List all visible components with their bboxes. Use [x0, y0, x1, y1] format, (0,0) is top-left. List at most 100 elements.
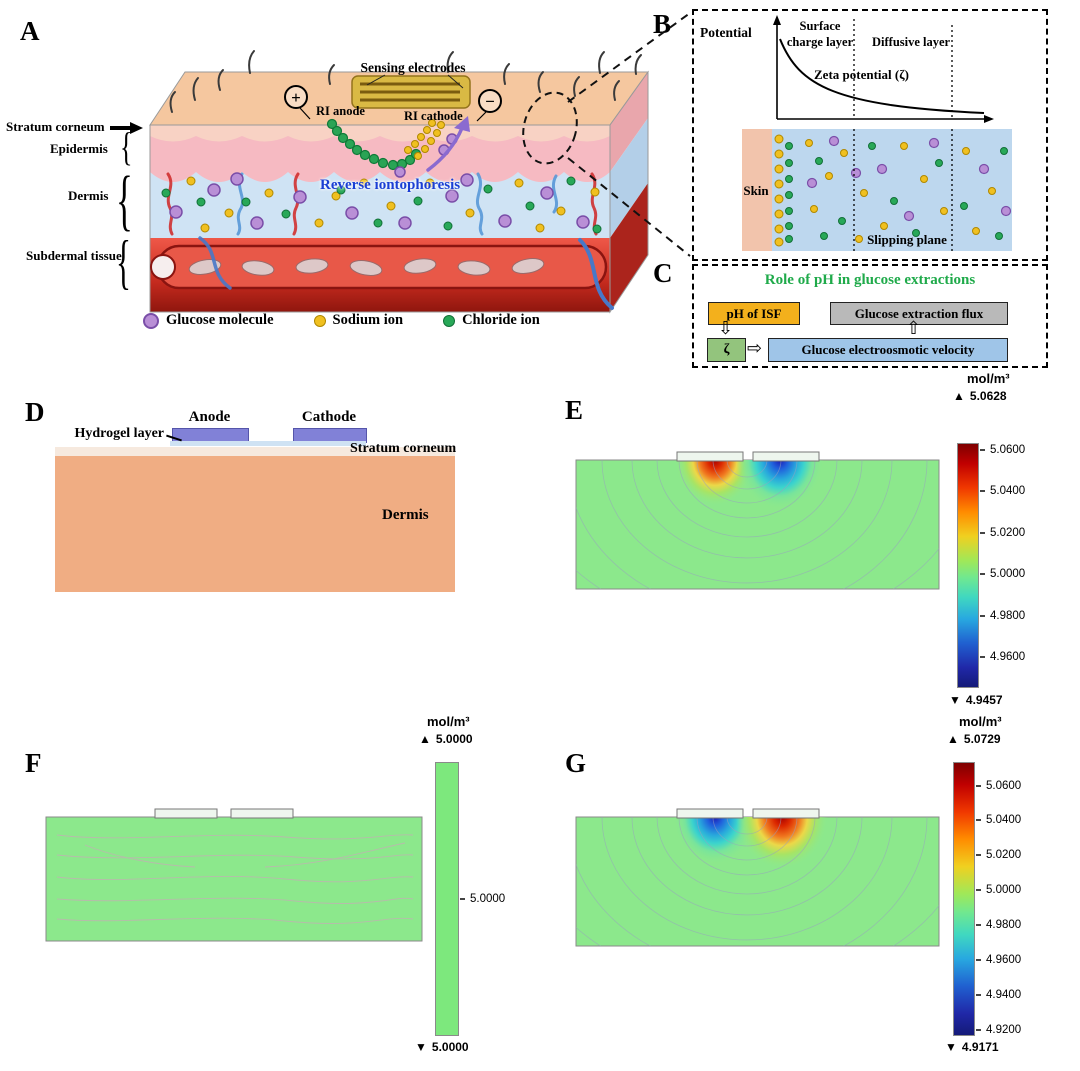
panel-c: C Role of pH in glucose extractions pH o…: [645, 258, 1080, 370]
colorbar-e-min: ▼ 4.9457: [949, 693, 1003, 707]
panel-d: D Anode Cathode Hydrogel layer Stratum c…: [20, 395, 520, 610]
simulation-f: [45, 808, 423, 942]
down-arrow-icon: ⇩: [718, 318, 734, 339]
panel-c-box: Role of pH in glucose extractions pH of …: [692, 264, 1048, 368]
colorbar-tick-mark: [980, 490, 985, 493]
simulation-e: [575, 451, 940, 590]
colorbar-tick-label: 4.9600: [990, 651, 1026, 664]
colorbar-tick: 4.9600: [978, 651, 1025, 663]
colorbar-f-min-value: 5.0000: [431, 1040, 469, 1054]
colorbar-f-max-value: 5.0000: [435, 732, 473, 746]
anode-label: Anode: [188, 409, 231, 425]
glucose-molecule-dots: [169, 172, 590, 230]
legend-sodium-label: Sodium ion: [332, 312, 404, 328]
ri-anode-sign: +: [284, 85, 311, 120]
slipping-plane-label: Slipping plane: [867, 232, 947, 247]
colorbar-g-unit: mol/m³: [959, 714, 1002, 729]
colorbar-f-max: ▲ 5.0000: [419, 732, 473, 746]
dermis-label: Dermis: [68, 188, 109, 203]
stratum-corneum-strip: [55, 447, 455, 456]
colorbar-tick: 5.0600: [974, 780, 1021, 792]
surface-charge-dots: [774, 134, 1012, 247]
colorbar-f-bar: 5.0000: [435, 762, 505, 1036]
colorbar-tick-mark: [980, 573, 985, 576]
colorbar-tick-label: 4.9600: [986, 954, 1022, 967]
colorbar-tick-label: 5.0000: [990, 568, 1026, 581]
panel-b: B: [645, 5, 1080, 261]
colorbar-tick-mark: [460, 898, 465, 900]
colorbar-tick: 4.9800: [974, 919, 1021, 931]
max-marker-icon: ▲: [419, 732, 431, 746]
colorbar-e-max-value: 5.0628: [969, 389, 1007, 403]
panel-g-label: G: [565, 748, 587, 778]
colorbar-tick-mark: [976, 994, 981, 997]
dermis-block: [55, 456, 455, 592]
legend-item-sodium: Sodium ion: [313, 312, 404, 329]
colorbar-g-min: ▼ 4.9171: [945, 1040, 999, 1054]
anode-outline: [676, 808, 744, 819]
reverse-iontophoresis-label: Reverse iontophoresis: [320, 177, 461, 193]
colorbar-tick: 5.0000: [974, 884, 1021, 896]
min-marker-icon: ▼: [415, 1040, 427, 1054]
colorbar-e-unit: mol/m³: [967, 371, 1010, 386]
min-marker-icon: ▼: [949, 693, 961, 707]
colorbar-tick: 4.9200: [974, 1024, 1021, 1036]
cathode-outline: [230, 808, 294, 819]
cathode-concentration-blob: [736, 817, 828, 869]
skin-label: Skin: [743, 183, 769, 198]
colorbar-tick-mark: [976, 924, 981, 927]
panel-c-title: Role of pH in glucose extractions: [764, 272, 976, 288]
subdermal-brace-icon: {: [116, 229, 131, 296]
panel-d-label: D: [25, 397, 45, 427]
colorbar-tick: 4.9400: [974, 989, 1021, 1001]
subdermal-tissue-label: Subdermal tissue: [26, 248, 122, 263]
cathode-label: Cathode: [301, 409, 357, 425]
epidermis-brace-icon: {: [120, 124, 133, 169]
glucose-dot-icon: [143, 312, 159, 329]
simulation-g: [575, 808, 940, 947]
legend-item-chloride: Chloride ion: [443, 312, 540, 329]
layer-boundary-lines: [853, 19, 953, 251]
surface-charge-layer-label: Surface charge layer: [786, 19, 854, 49]
zeta-potential-label: Zeta potential (ζ): [814, 67, 909, 82]
colorbar-tick-label: 4.9800: [990, 609, 1026, 622]
colorbar-tick-label: 5.0400: [986, 814, 1022, 827]
sodium-stream-dots: [404, 119, 445, 160]
max-marker-icon: ▲: [947, 732, 959, 746]
chloride-dot-icon: [443, 314, 456, 327]
dermis-brace-icon: {: [116, 162, 133, 238]
anode-outline: [154, 808, 218, 819]
right-arrow-icon: ⇨: [747, 338, 763, 359]
panel-e: E: [555, 365, 1080, 710]
colorbar-tick-mark: [980, 656, 985, 659]
colorbar-f-unit: mol/m³: [427, 714, 470, 729]
colorbar-tick-mark: [976, 889, 981, 892]
dermis-label-d: Dermis: [382, 507, 429, 523]
stratum-corneum-arrow-icon: [110, 122, 144, 134]
colorbar-tick-label: 4.9200: [986, 1023, 1022, 1036]
colorbar-tick-label: 5.0400: [990, 485, 1026, 498]
colorbar-tick: 5.0000: [458, 893, 505, 905]
colorbar-tick-mark: [976, 1028, 981, 1031]
ri-cathode-sign: −: [476, 89, 502, 122]
ri-cathode-label: RI cathode: [404, 109, 463, 123]
panel-c-label: C: [653, 258, 673, 288]
colorbar-e-max: ▲ 5.0628: [953, 389, 1007, 403]
colorbar-tick-mark: [976, 959, 981, 962]
stratum-corneum-label-d: Stratum corneum: [350, 441, 457, 456]
sensing-electrodes-label: Sensing electrodes: [360, 60, 466, 75]
ri-anode-label: RI anode: [316, 104, 365, 118]
colorbar-g-max-value: 5.0729: [963, 732, 1001, 746]
anode-outline: [676, 451, 744, 462]
panel-f: F mol/m³ ▲ 5.0000 5.0000 ▼ 5.0000: [15, 710, 525, 1068]
potential-curve: [779, 38, 985, 114]
colorbar-tick-label: 4.9800: [986, 919, 1022, 932]
max-marker-icon: ▲: [953, 389, 965, 403]
legend-item-glucose: Glucose molecule: [143, 312, 274, 329]
colorbar-g-min-value: 4.9171: [961, 1040, 999, 1054]
colorbar-tick-label: 5.0200: [990, 526, 1026, 539]
colorbar-g-bar: 5.0600 5.0400 5.0200 5.0000 4.9800 4.9600 4.94…: [953, 762, 1021, 1036]
colorbar-tick-label: 5.0600: [986, 779, 1022, 792]
plot-axes: [776, 21, 988, 120]
